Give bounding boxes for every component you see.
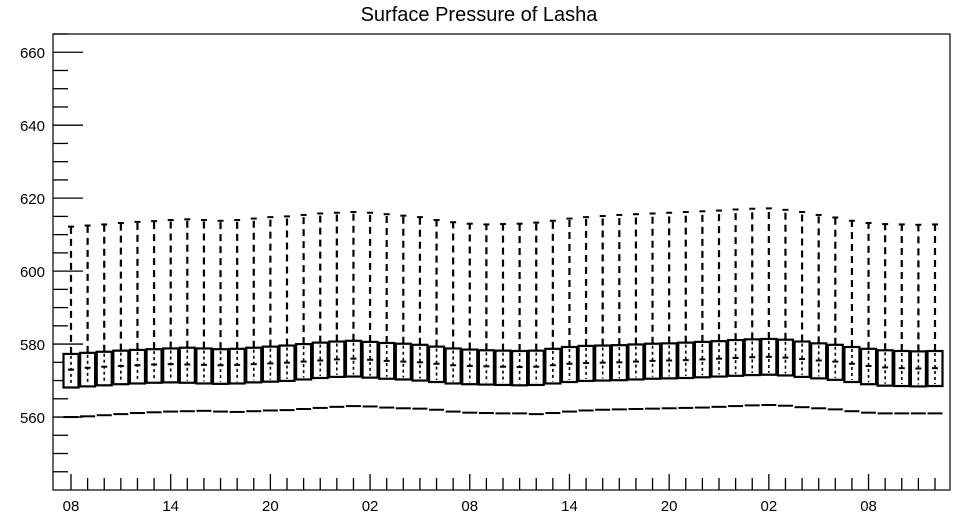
box-item	[560, 217, 579, 413]
box-item	[162, 219, 180, 413]
box-item	[677, 211, 695, 409]
box-item	[627, 213, 645, 411]
y-tick-label: 580	[20, 337, 45, 354]
iqr-box	[494, 349, 512, 387]
box-item	[411, 216, 429, 410]
box-item	[494, 223, 512, 415]
box-item	[62, 225, 80, 419]
box-item	[112, 221, 130, 416]
box-item	[444, 221, 462, 413]
box-item	[211, 219, 230, 413]
plot-frame	[52, 33, 951, 491]
box-item	[178, 218, 196, 413]
x-tick-label: 08	[461, 498, 478, 515]
plot-area-border	[52, 33, 951, 491]
box-item	[660, 211, 678, 410]
box-item	[145, 220, 163, 414]
box-item	[195, 219, 213, 412]
box-item	[361, 211, 379, 408]
x-tick-label: 14	[561, 498, 578, 515]
box-item	[328, 211, 346, 408]
box-item	[261, 216, 279, 412]
box-item	[577, 216, 595, 412]
y-axis: 560 580 600 620 640 660	[20, 33, 83, 473]
box-item	[859, 221, 878, 414]
y-tick-label: 560	[20, 410, 45, 427]
box-item	[793, 211, 811, 409]
box-item	[743, 207, 761, 407]
box-item	[893, 223, 911, 415]
box-series	[62, 207, 944, 419]
chart-title: Surface Pressure of Lasha	[360, 4, 598, 26]
box-item	[527, 221, 545, 416]
y-tick-label: 600	[20, 264, 45, 281]
box-item	[826, 216, 844, 411]
box-item	[427, 219, 446, 411]
y-tick-label: 620	[20, 191, 45, 208]
box-item	[477, 223, 495, 415]
box-item	[810, 213, 828, 410]
box-item	[344, 211, 363, 408]
box-item	[610, 213, 628, 411]
x-tick-label: 08	[860, 498, 877, 515]
x-tick-label: 02	[761, 498, 778, 515]
box-item	[461, 222, 479, 414]
box-item	[128, 220, 147, 415]
box-item	[295, 213, 313, 411]
box-item	[228, 219, 246, 413]
iqr-box	[211, 348, 230, 385]
box-item	[278, 215, 296, 412]
x-tick-label: 08	[63, 498, 80, 515]
box-item	[643, 212, 662, 410]
box-item	[95, 223, 113, 417]
box-item	[511, 222, 529, 415]
box-item	[693, 210, 711, 409]
box-item	[909, 223, 927, 415]
x-axis: 08 14 20 02 08 14 20 02 08	[63, 474, 936, 515]
x-tick-label: 14	[162, 498, 179, 515]
box-item	[843, 219, 861, 413]
box-item	[245, 217, 263, 413]
iqr-box	[527, 349, 545, 387]
box-item	[760, 207, 778, 407]
box-item	[926, 223, 944, 415]
iqr-box	[195, 347, 213, 385]
y-tick-label: 640	[20, 118, 45, 135]
iqr-box	[511, 349, 529, 387]
box-item	[311, 212, 329, 409]
box-item	[79, 224, 97, 418]
box-item	[378, 213, 396, 409]
box-item	[544, 219, 562, 415]
x-tick-label: 02	[362, 498, 379, 515]
x-tick-label: 20	[262, 498, 279, 515]
box-item	[727, 208, 745, 408]
x-tick-label: 20	[661, 498, 678, 515]
box-item	[594, 215, 612, 411]
iqr-box	[477, 349, 495, 386]
box-item	[710, 209, 728, 408]
box-item	[776, 208, 795, 407]
y-tick-label: 660	[20, 45, 45, 62]
iqr-box	[228, 347, 246, 385]
box-item	[394, 214, 412, 410]
box-item	[876, 223, 894, 415]
